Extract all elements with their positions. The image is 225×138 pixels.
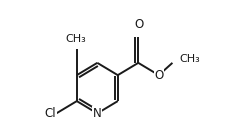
Text: CH₃: CH₃ xyxy=(178,54,199,64)
Text: N: N xyxy=(92,107,101,120)
Text: CH₃: CH₃ xyxy=(65,34,86,44)
Text: O: O xyxy=(153,69,163,82)
Text: Cl: Cl xyxy=(44,107,56,120)
Text: O: O xyxy=(134,18,143,31)
